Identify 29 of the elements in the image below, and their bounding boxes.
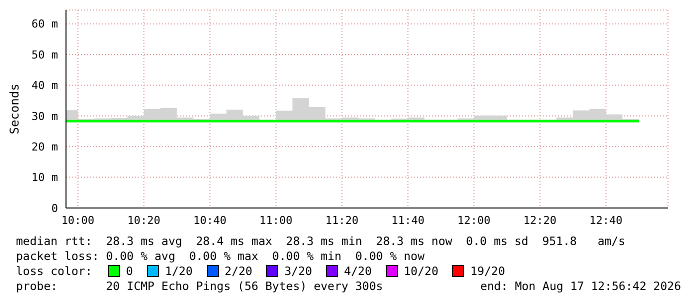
legend-label: 10/20	[402, 264, 438, 278]
text: probe: 20 ICMP Echo Pings (56 Bytes) every 300s	[16, 279, 383, 293]
x-tick-label: 12:40	[589, 214, 623, 227]
y-tick-label: 60 m	[32, 18, 58, 31]
x-tick-label: 10:20	[127, 214, 160, 227]
x-tick-label: 11:20	[325, 214, 358, 227]
text: packet loss: 0.00 % avg 0.00 % max 0.00 % min 0.00 % now	[16, 249, 424, 263]
legend-label: 3/20	[283, 264, 312, 278]
y-tick-label: 40 m	[32, 79, 58, 92]
legend-label: 4/20	[343, 264, 372, 278]
y-tick-label: 10 m	[32, 171, 58, 184]
x-tick-label: 12:20	[523, 214, 556, 227]
text: loss color:	[16, 264, 94, 278]
legend-label: 0	[125, 264, 133, 278]
y-tick-label: 0	[51, 202, 58, 215]
text: median rtt: 28.3 ms avg 28.4 ms max 28.3 ms min 28.3 ms now 0.0 ms sd 951.8 am/s	[16, 234, 626, 248]
y-tick-label: 30 m	[32, 110, 58, 123]
legend-label: 19/20	[469, 264, 505, 278]
x-tick-label: 11:40	[391, 214, 424, 227]
legend-label: 1/20	[164, 264, 193, 278]
x-tick-label: 12:00	[457, 214, 490, 227]
x-tick-label: 10:40	[193, 214, 226, 227]
text: end: Mon Aug 17 12:56:42 2026	[480, 279, 681, 293]
legend-label: 2/20	[224, 264, 252, 278]
y-axis-title: Seconds	[7, 84, 22, 134]
y-tick-label: 50 m	[32, 48, 58, 62]
x-tick-label: 11:00	[259, 214, 292, 227]
y-tick-label: 20 m	[32, 140, 58, 154]
x-tick-label: 10:00	[61, 214, 94, 227]
